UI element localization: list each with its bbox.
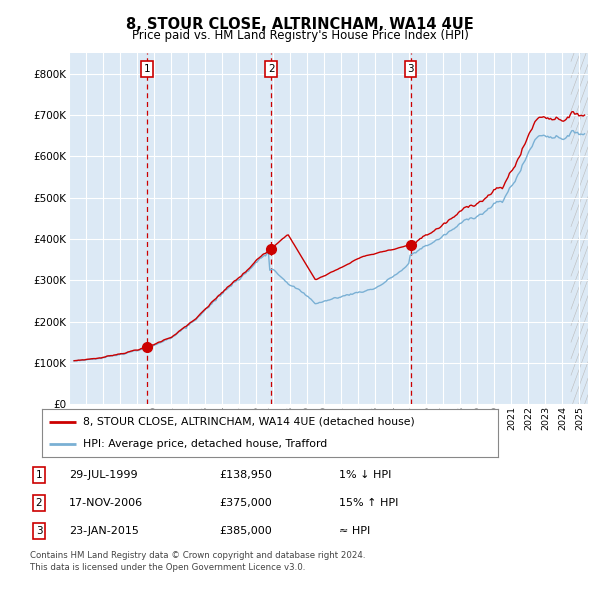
Text: 8, STOUR CLOSE, ALTRINCHAM, WA14 4UE (detached house): 8, STOUR CLOSE, ALTRINCHAM, WA14 4UE (de… (83, 417, 415, 427)
Text: 2: 2 (35, 498, 43, 507)
Text: 3: 3 (407, 64, 414, 74)
Text: 2: 2 (268, 64, 274, 74)
Text: Contains HM Land Registry data © Crown copyright and database right 2024.: Contains HM Land Registry data © Crown c… (30, 552, 365, 560)
Text: £138,950: £138,950 (219, 470, 272, 480)
Text: 17-NOV-2006: 17-NOV-2006 (69, 498, 143, 507)
Text: 29-JUL-1999: 29-JUL-1999 (69, 470, 137, 480)
Text: 23-JAN-2015: 23-JAN-2015 (69, 526, 139, 536)
Text: 3: 3 (35, 526, 43, 536)
Text: HPI: Average price, detached house, Trafford: HPI: Average price, detached house, Traf… (83, 439, 327, 449)
Text: 1: 1 (35, 470, 43, 480)
Text: £385,000: £385,000 (219, 526, 272, 536)
Text: This data is licensed under the Open Government Licence v3.0.: This data is licensed under the Open Gov… (30, 563, 305, 572)
Text: 15% ↑ HPI: 15% ↑ HPI (339, 498, 398, 507)
Text: ≈ HPI: ≈ HPI (339, 526, 370, 536)
Text: 1% ↓ HPI: 1% ↓ HPI (339, 470, 391, 480)
Text: 1: 1 (143, 64, 150, 74)
Text: £375,000: £375,000 (219, 498, 272, 507)
Text: Price paid vs. HM Land Registry's House Price Index (HPI): Price paid vs. HM Land Registry's House … (131, 30, 469, 42)
Text: 8, STOUR CLOSE, ALTRINCHAM, WA14 4UE: 8, STOUR CLOSE, ALTRINCHAM, WA14 4UE (126, 17, 474, 31)
